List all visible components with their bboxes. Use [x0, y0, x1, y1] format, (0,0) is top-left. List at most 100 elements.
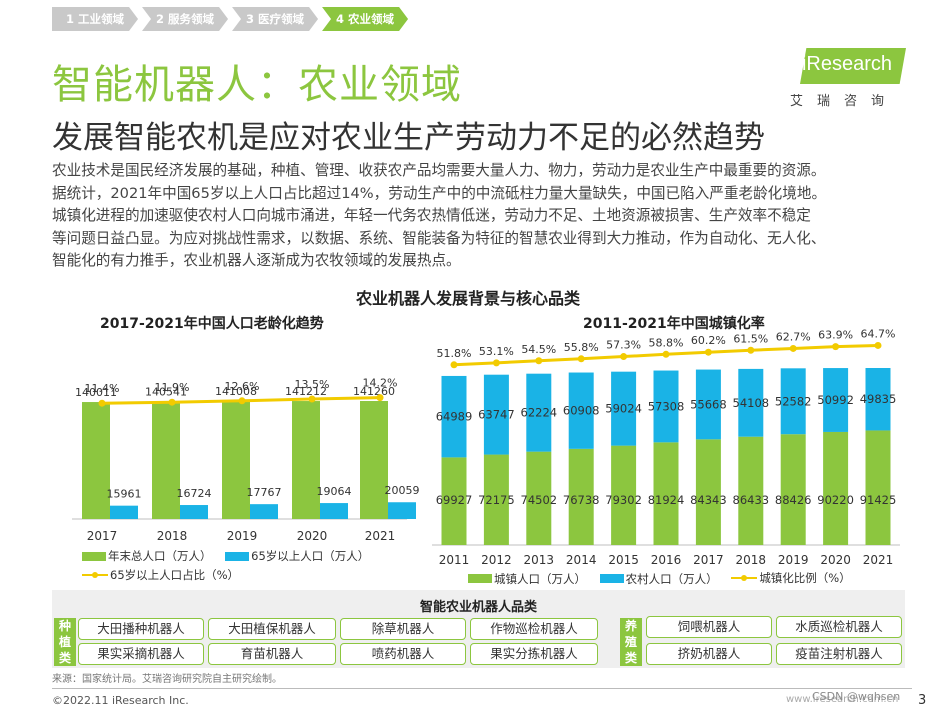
product-item: 大田播种机器人 [78, 618, 204, 640]
bar-urban-pop [483, 454, 509, 545]
x-tick-label: 2021 [365, 529, 396, 543]
tab-medical[interactable]: 3 医疗领域 [232, 7, 318, 31]
x-tick-label: 2018 [157, 529, 188, 543]
bar-urban-pop [526, 451, 552, 545]
data-label-total: 140011 [75, 386, 117, 399]
data-label-total: 140541 [145, 386, 187, 399]
product-item: 疫苗注射机器人 [776, 643, 902, 665]
data-label-urban: 88426 [775, 493, 812, 507]
x-tick-label: 2017 [693, 553, 724, 567]
intro-line: 农业技术是国民经济发展的基础，种植、管理、收获农产品均需要大量人力、物力，劳动力… [52, 162, 826, 179]
x-tick-label: 2017 [87, 529, 118, 543]
data-label-urban: 84343 [690, 493, 727, 507]
point-urban-ratio [747, 346, 755, 354]
point-urban-ratio [577, 355, 585, 363]
data-label-ratio: 63.9% [818, 329, 853, 342]
x-tick-label: 2011 [439, 553, 470, 567]
legend-urban-pop: 城镇人口（万人） [468, 571, 586, 587]
data-label-urban: 91425 [860, 493, 897, 507]
point-urban-ratio [832, 343, 840, 351]
tab-industry[interactable]: 1 工业领域 [52, 7, 138, 31]
legend-label: 城镇化比例（%） [759, 571, 851, 585]
product-item: 喷药机器人 [340, 643, 466, 665]
intro-line: 城镇化进程的加速驱使农村人口向城市涌进，年轻一代务农热情低迷，劳动力不足、土地资… [52, 207, 811, 225]
product-item: 水质巡检机器人 [776, 616, 902, 638]
footer-divider [52, 688, 912, 689]
product-item: 除草机器人 [340, 618, 466, 640]
data-label-urban: 90220 [817, 493, 854, 507]
point-elderly-ratio [308, 395, 316, 403]
point-urban-ratio [874, 341, 882, 349]
point-elderly-ratio [168, 398, 176, 406]
copyright: ©2022.11 iResearch Inc. [52, 694, 189, 707]
legend-rural-pop: 农村人口（万人） [599, 571, 718, 587]
chart1-legend: 年末总人口（万人） 65岁以上人口（万人） 65岁以上人口占比（%） [82, 548, 379, 583]
bar-rural-pop [526, 373, 552, 452]
data-label-rural: 57308 [648, 399, 685, 413]
data-label-rural: 59024 [605, 402, 642, 416]
data-label-ratio: 14.2% [363, 377, 398, 390]
point-elderly-ratio [238, 397, 246, 405]
bar-rural-pop [823, 368, 849, 432]
intro-line: 据统计，2021年中国65岁以上人口占比超过14%，劳动生产中的中流砥柱力量大量… [52, 184, 827, 202]
data-label-elderly: 17767 [247, 486, 282, 499]
data-label-elderly: 19064 [317, 485, 352, 498]
point-urban-ratio [620, 353, 628, 361]
data-label-rural: 52582 [775, 394, 812, 408]
logo-cn: 艾瑞咨询 [790, 94, 899, 109]
x-tick-label: 2019 [227, 529, 258, 543]
bar-urban-pop [568, 448, 594, 545]
section-title: 农业机器人发展背景与核心品类 [355, 289, 580, 308]
website-link[interactable]: www.iresearch.com.cn [786, 694, 899, 705]
data-label-ratio: 53.1% [479, 345, 514, 358]
bar-rural-pop [780, 368, 806, 435]
bar-urban-pop [611, 445, 637, 545]
bar-elderly-pop [180, 505, 208, 519]
page-title: 智能机器人：农业领域 [52, 62, 462, 108]
watermark: CSDN @wqhsen [812, 690, 901, 703]
data-label-urban: 79302 [605, 493, 642, 507]
data-label-rural: 50992 [817, 393, 854, 407]
bar-urban-pop [823, 431, 849, 545]
x-tick-label: 2013 [524, 553, 555, 567]
product-item: 作物巡检机器人 [470, 618, 598, 640]
bar-rural-pop [738, 368, 764, 437]
data-label-ratio: 13.5% [295, 378, 330, 391]
logo-badge [800, 48, 906, 84]
data-label-ratio: 11.9% [155, 381, 190, 394]
data-label-ratio: 62.7% [776, 330, 811, 343]
data-label-rural: 49835 [860, 392, 897, 406]
data-label-rural: 55668 [690, 397, 727, 411]
legend-label: 年末总人口（万人） [108, 549, 212, 563]
x-tick-label: 2020 [297, 529, 328, 543]
data-label-elderly: 20059 [385, 484, 420, 497]
data-label-rural: 62224 [521, 406, 558, 420]
chart1-title: 2017-2021年中国人口老龄化趋势 [100, 316, 324, 332]
data-label-urban: 69927 [436, 493, 473, 507]
data-label-total: 141260 [353, 385, 395, 398]
tab-service[interactable]: 2 服务领域 [142, 7, 228, 31]
bar-total-pop [82, 402, 110, 519]
planting-label: 种植类 [54, 618, 76, 666]
data-label-ratio: 57.3% [606, 339, 641, 352]
data-label-ratio: 60.2% [691, 334, 726, 347]
bar-total-pop [222, 401, 250, 519]
data-label-rural: 63747 [478, 408, 515, 422]
tab-agriculture[interactable]: 4 农业领域 [322, 7, 408, 31]
product-item: 大田植保机器人 [208, 618, 336, 640]
bar-total-pop [360, 401, 388, 519]
legend-total-pop: 年末总人口（万人） [82, 548, 212, 564]
point-urban-ratio [492, 359, 500, 367]
x-tick-label: 2016 [651, 553, 682, 567]
bar-urban-pop [653, 442, 679, 545]
bar-rural-pop [611, 371, 637, 446]
bar-urban-pop [738, 436, 764, 545]
bar-rural-pop [568, 372, 594, 449]
data-label-ratio: 11.4% [85, 382, 120, 395]
data-label-rural: 60908 [563, 404, 600, 418]
legend-elderly-ratio: 65岁以上人口占比（%） [82, 567, 239, 583]
x-tick-label: 2018 [736, 553, 767, 567]
data-label-ratio: 55.8% [564, 341, 599, 354]
point-urban-ratio [789, 344, 797, 352]
breeding-label: 养殖类 [620, 618, 642, 666]
